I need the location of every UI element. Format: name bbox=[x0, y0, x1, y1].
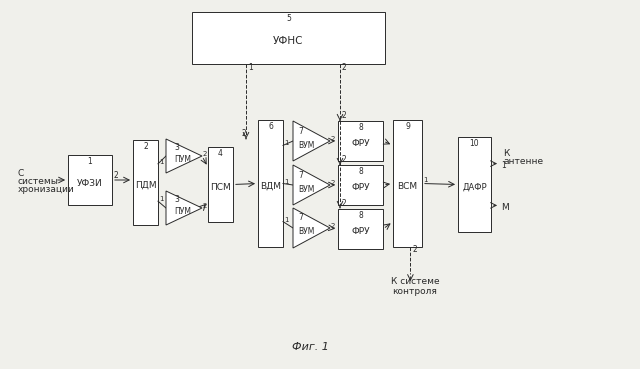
Text: ВСМ: ВСМ bbox=[397, 182, 417, 191]
Text: К: К bbox=[503, 148, 509, 158]
Text: 2: 2 bbox=[412, 245, 417, 255]
Text: 1: 1 bbox=[284, 217, 289, 223]
Text: 1: 1 bbox=[88, 157, 92, 166]
Text: ФРУ: ФРУ bbox=[351, 183, 370, 193]
Bar bbox=[338, 165, 383, 205]
Bar bbox=[458, 137, 491, 232]
Text: ВУМ: ВУМ bbox=[298, 228, 314, 237]
Text: 7: 7 bbox=[298, 170, 303, 179]
Bar bbox=[393, 120, 422, 247]
Text: хронизации: хронизации bbox=[18, 184, 75, 193]
Text: антенне: антенне bbox=[503, 156, 543, 166]
Text: 4: 4 bbox=[218, 149, 223, 158]
Bar bbox=[338, 121, 383, 161]
Text: 2: 2 bbox=[241, 130, 246, 138]
Bar bbox=[258, 120, 283, 247]
Text: ВУМ: ВУМ bbox=[298, 184, 314, 193]
Text: 9: 9 bbox=[405, 122, 410, 131]
Text: 8: 8 bbox=[358, 123, 363, 132]
Text: 2: 2 bbox=[331, 136, 335, 142]
Text: 1: 1 bbox=[159, 196, 163, 202]
Bar bbox=[208, 147, 233, 222]
Text: 1: 1 bbox=[284, 140, 289, 146]
Text: ФРУ: ФРУ bbox=[351, 139, 370, 148]
Text: 2: 2 bbox=[203, 151, 207, 157]
Bar bbox=[133, 140, 158, 225]
Text: 8: 8 bbox=[358, 167, 363, 176]
Text: 1: 1 bbox=[284, 179, 289, 184]
Text: ВУМ: ВУМ bbox=[298, 141, 314, 149]
Text: М: М bbox=[501, 203, 509, 211]
Text: ПУМ: ПУМ bbox=[174, 207, 191, 217]
Text: 3: 3 bbox=[174, 144, 179, 152]
Text: 2: 2 bbox=[114, 172, 119, 180]
Text: 5: 5 bbox=[286, 14, 291, 23]
Text: С: С bbox=[18, 169, 24, 177]
Polygon shape bbox=[166, 191, 202, 225]
Text: системы: системы bbox=[18, 176, 59, 186]
Polygon shape bbox=[293, 121, 330, 161]
Text: 8: 8 bbox=[358, 211, 363, 220]
Text: ПСМ: ПСМ bbox=[210, 183, 231, 192]
Text: 1: 1 bbox=[501, 161, 506, 169]
Text: УФНС: УФНС bbox=[273, 36, 304, 46]
Text: ВДМ: ВДМ bbox=[260, 182, 281, 191]
Text: К системе: К системе bbox=[390, 276, 439, 286]
Text: 10: 10 bbox=[470, 139, 479, 148]
Text: ФРУ: ФРУ bbox=[351, 228, 370, 237]
Polygon shape bbox=[166, 139, 202, 173]
Text: 6: 6 bbox=[268, 122, 273, 131]
Text: 2: 2 bbox=[342, 199, 347, 207]
Text: 2: 2 bbox=[342, 63, 347, 72]
Text: 2: 2 bbox=[331, 180, 335, 186]
Bar bbox=[338, 209, 383, 249]
Polygon shape bbox=[293, 165, 330, 205]
Text: 2: 2 bbox=[342, 155, 347, 165]
Text: Фиг. 1: Фиг. 1 bbox=[292, 342, 328, 352]
Text: 2: 2 bbox=[342, 111, 347, 121]
Text: 2: 2 bbox=[331, 223, 335, 229]
Text: 1: 1 bbox=[248, 63, 253, 72]
Text: 7: 7 bbox=[298, 214, 303, 223]
Text: 1: 1 bbox=[423, 177, 428, 183]
Text: контроля: контроля bbox=[392, 286, 437, 296]
Text: ПДМ: ПДМ bbox=[134, 181, 156, 190]
Bar bbox=[192, 12, 385, 64]
Text: 2: 2 bbox=[143, 142, 148, 151]
Text: 2: 2 bbox=[203, 203, 207, 209]
Bar bbox=[68, 155, 112, 205]
Text: ПУМ: ПУМ bbox=[174, 155, 191, 165]
Text: 1: 1 bbox=[159, 159, 163, 165]
Text: 7: 7 bbox=[298, 127, 303, 135]
Text: ДАФР: ДАФР bbox=[462, 183, 487, 192]
Text: УФЗИ: УФЗИ bbox=[77, 179, 103, 187]
Text: 3: 3 bbox=[174, 196, 179, 204]
Polygon shape bbox=[293, 208, 330, 248]
